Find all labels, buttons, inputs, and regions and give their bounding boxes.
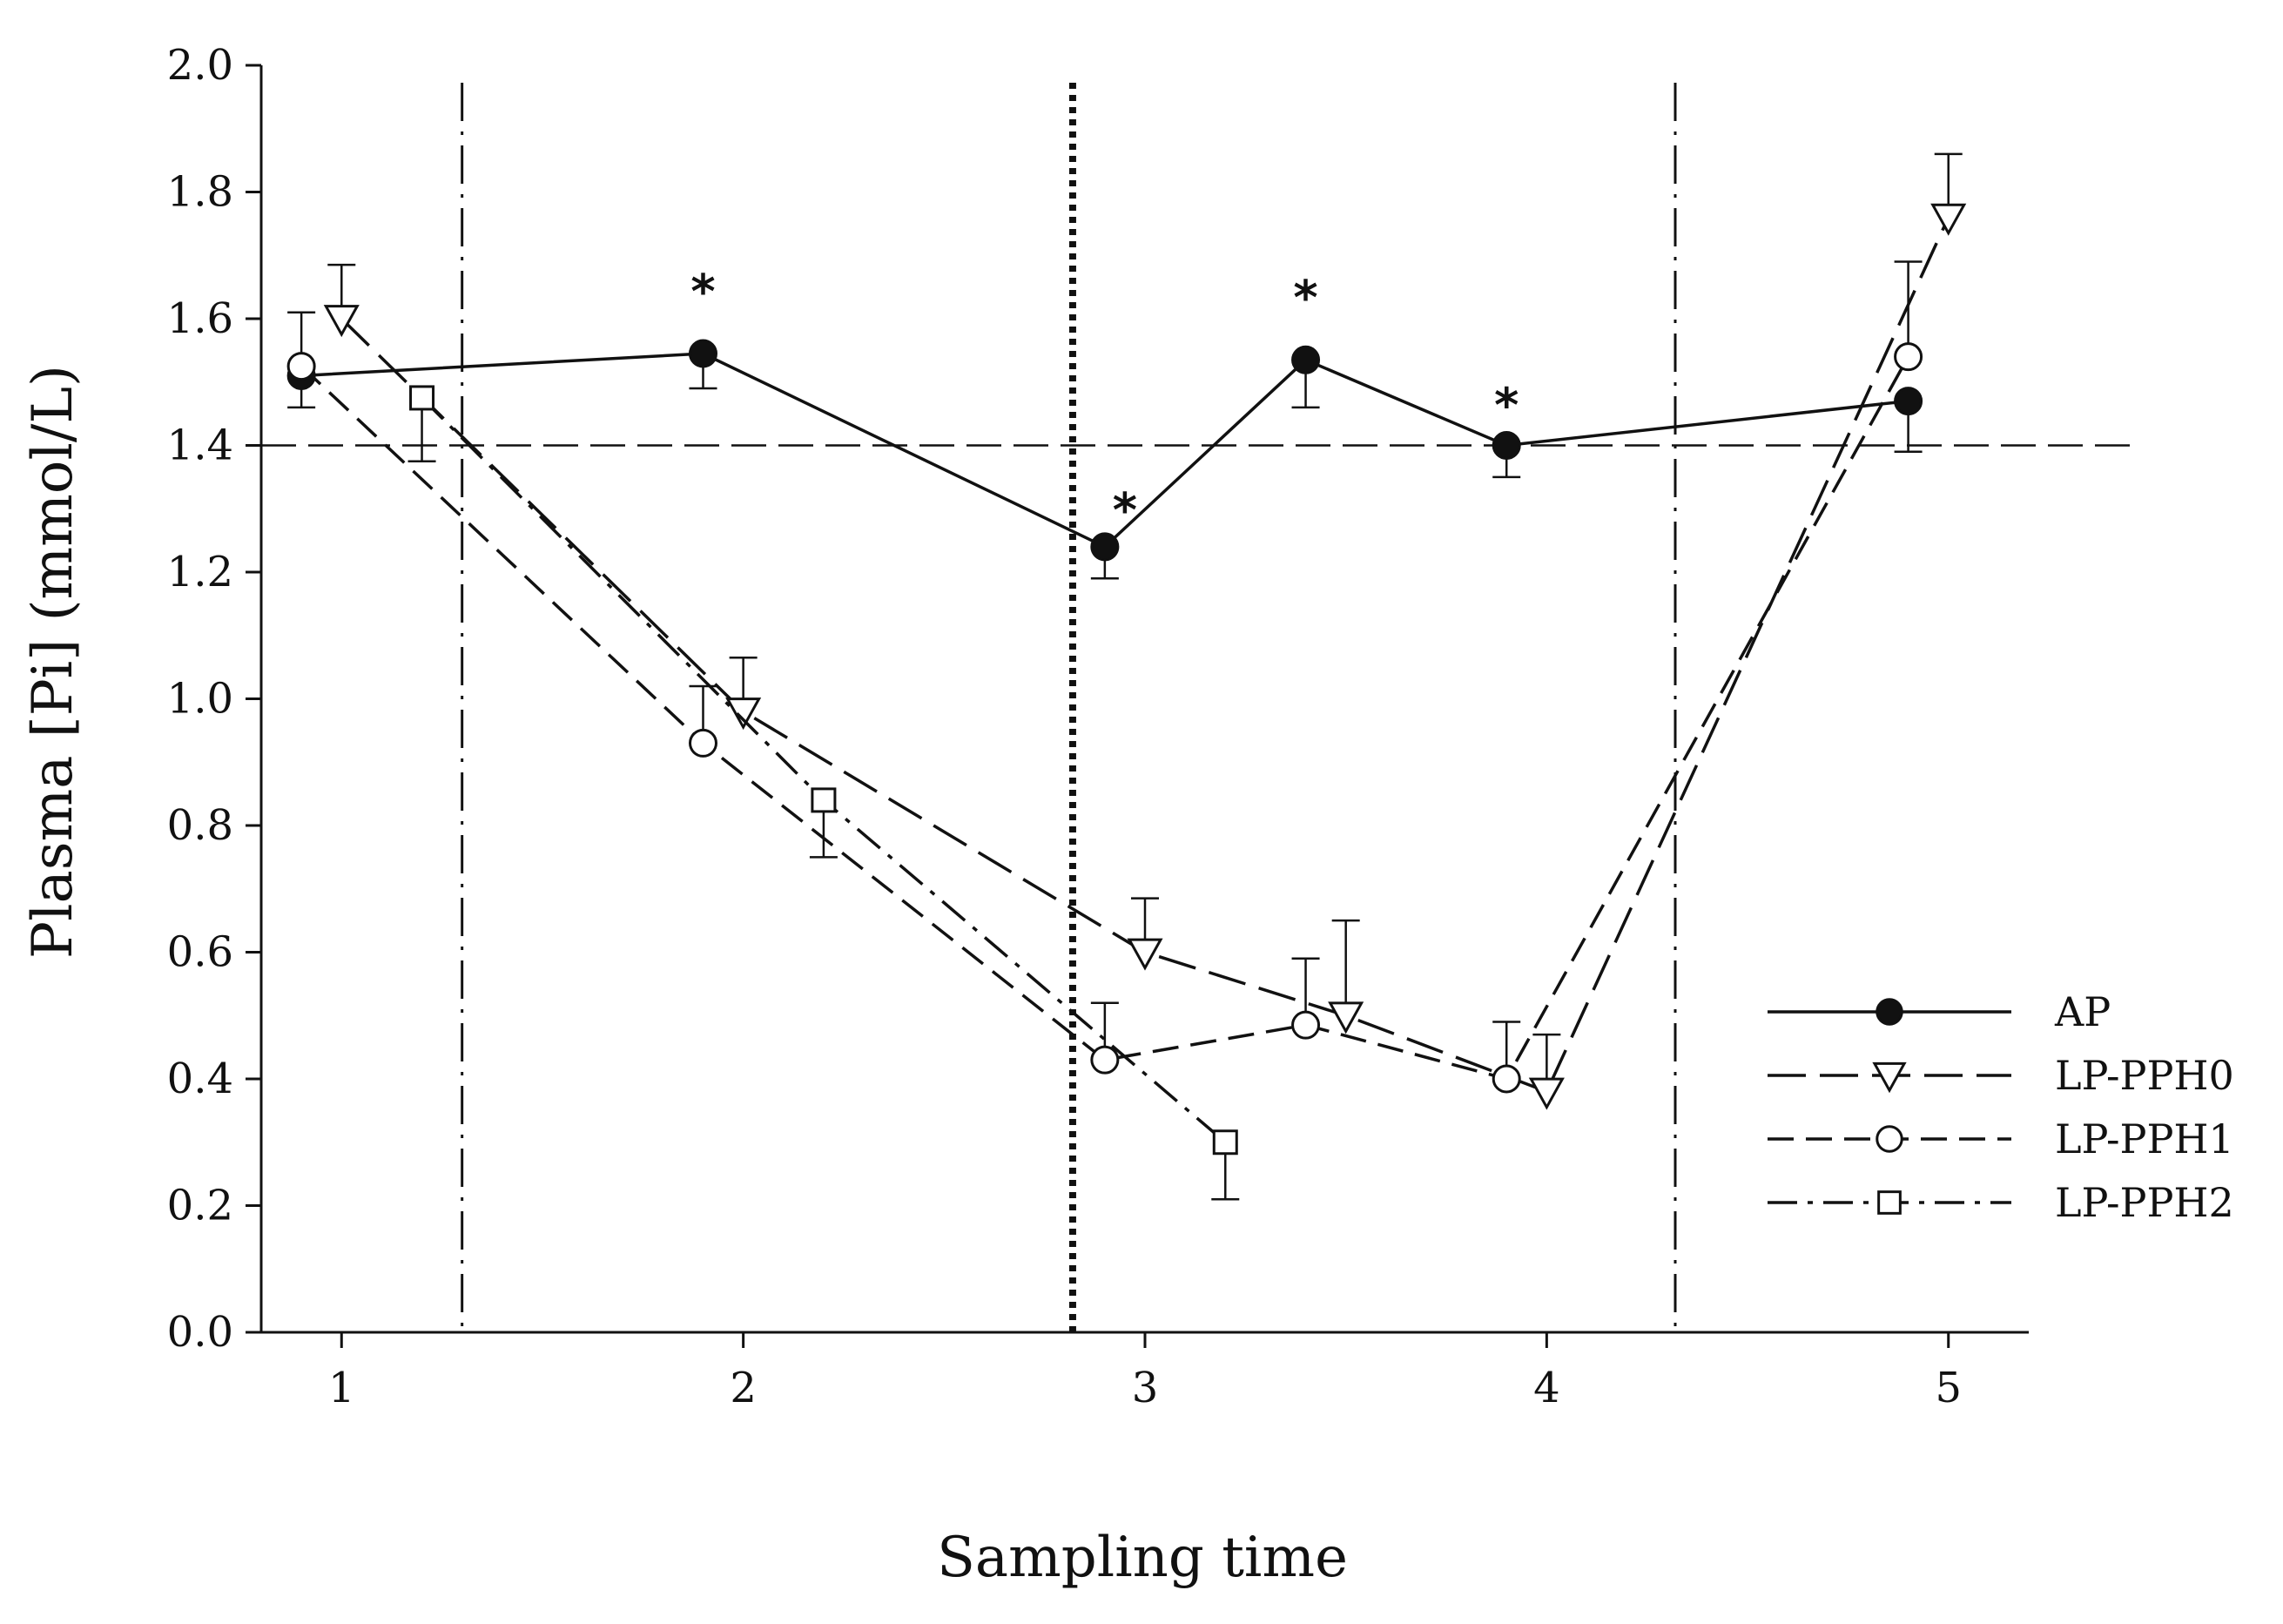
data-point-lp-pph0 [1129,940,1161,967]
y-tick-label: 0.6 [167,928,233,977]
data-point-lp-pph2 [411,387,434,409]
y-axis-title: Plasma [Pi] (mmol/L) [21,365,85,959]
significance-marker: * [1494,378,1519,433]
legend-marker [1879,1192,1901,1214]
data-point-lp-pph0 [1933,205,1964,232]
data-point-lp-pph0 [1531,1079,1562,1107]
significance-marker: * [1113,482,1137,537]
legend: AP LP-PPH0 LP-PPH1 LP-PPH2 [1768,988,2234,1226]
y-tick-label: 0.4 [167,1055,233,1103]
legend-marker [1877,1127,1902,1152]
y-tick-label: 0.0 [167,1308,233,1357]
data-point-ap [1293,347,1319,373]
data-point-ap [1493,433,1519,459]
data-point-lp-pph1 [690,730,717,756]
y-tick-label: 1.4 [167,421,233,470]
legend-marker [1877,1000,1902,1025]
series-layer [287,154,1964,1199]
x-axis-title: Sampling time [937,1526,1348,1590]
series-line-lp-pph1 [301,357,1908,1079]
series-lp-pph1 [287,262,1922,1092]
data-point-lp-pph1 [1092,1047,1118,1073]
legend-item-lp-pph2: LP-PPH2 [1768,1179,2234,1226]
x-tick-label: 4 [1533,1364,1560,1412]
y-tick-label: 0.2 [167,1182,233,1230]
data-point-lp-pph1 [1293,1012,1319,1038]
chart: 0.0 0.2 0.4 0.6 0.8 1.0 1.2 1.4 1.6 1.8 2.0 1 2 3 4 5 *… [0,0,2283,1624]
data-point-ap [1092,534,1118,560]
y-tick-label: 1.0 [167,675,233,724]
legend-item-lp-pph0: LP-PPH0 [1768,1052,2234,1099]
data-point-lp-pph1 [1896,344,1922,370]
significance-marker: * [690,264,715,319]
data-point-ap [1896,388,1922,414]
legend-label: AP [2054,988,2111,1035]
annotations: * * * * [690,264,1519,537]
y-tick-label: 2.0 [167,41,233,90]
significance-marker: * [1293,271,1317,326]
legend-item-ap: AP [1768,988,2111,1035]
axes: 0.0 0.2 0.4 0.6 0.8 1.0 1.2 1.4 1.6 1.8 2.0 1 2 3 4 5 [167,41,2029,1412]
y-tick-label: 1.8 [167,168,233,217]
legend-label: LP-PPH2 [2055,1179,2234,1226]
data-point-ap [690,340,717,367]
y-tick-label: 1.6 [167,294,233,343]
legend-item-lp-pph1: LP-PPH1 [1768,1115,2234,1162]
data-point-lp-pph1 [288,354,314,380]
y-tick-label: 1.2 [167,548,233,596]
y-tick-label: 0.8 [167,801,233,850]
x-tick-label: 1 [328,1364,355,1412]
data-point-lp-pph2 [1214,1131,1236,1154]
data-point-lp-pph1 [1493,1066,1519,1092]
series-lp-pph0 [326,154,1963,1108]
x-tick-label: 3 [1132,1364,1159,1412]
x-tick-label: 2 [730,1364,757,1412]
data-point-lp-pph0 [1330,1003,1362,1031]
x-tick-label: 5 [1935,1364,1962,1412]
data-point-lp-pph0 [728,699,759,727]
legend-label: LP-PPH1 [2055,1115,2234,1162]
data-point-lp-pph2 [812,789,835,812]
series-ap [287,340,1922,578]
reference-lines [261,83,2133,1332]
legend-label: LP-PPH0 [2055,1052,2234,1099]
